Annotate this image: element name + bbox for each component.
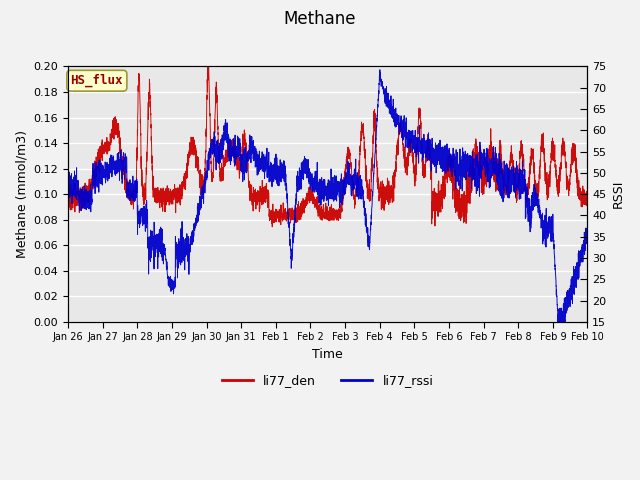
X-axis label: Time: Time <box>312 348 343 361</box>
Legend: li77_den, li77_rssi: li77_den, li77_rssi <box>217 370 438 392</box>
Y-axis label: Methane (mmol/m3): Methane (mmol/m3) <box>15 130 28 258</box>
Text: Methane: Methane <box>284 10 356 28</box>
Text: HS_flux: HS_flux <box>70 74 123 87</box>
Y-axis label: RSSI: RSSI <box>612 180 625 208</box>
